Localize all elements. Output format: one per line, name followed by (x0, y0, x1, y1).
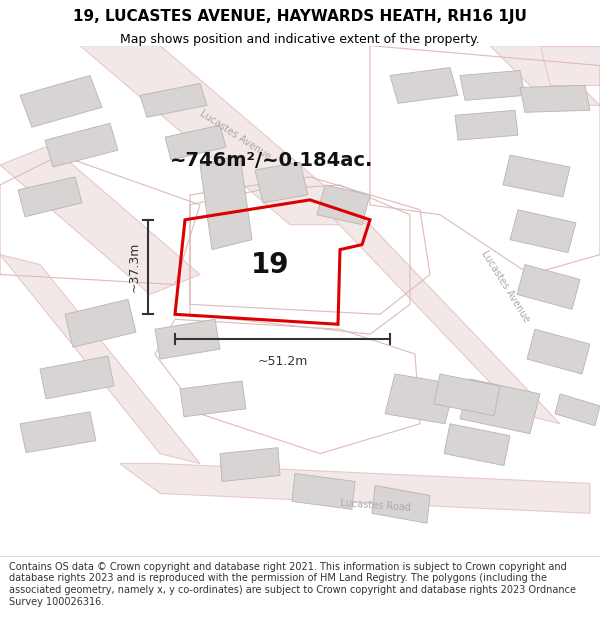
Text: Lucastes Avenue: Lucastes Avenue (197, 109, 272, 162)
Polygon shape (0, 254, 200, 464)
Text: 19: 19 (251, 251, 289, 279)
Polygon shape (220, 448, 280, 481)
Polygon shape (444, 424, 510, 466)
Polygon shape (455, 110, 518, 140)
Polygon shape (20, 76, 102, 128)
Polygon shape (140, 84, 207, 118)
Text: Lucastes Road: Lucastes Road (340, 498, 410, 513)
Polygon shape (555, 394, 600, 426)
Text: ~746m²/~0.184ac.: ~746m²/~0.184ac. (170, 151, 373, 169)
Polygon shape (520, 86, 590, 112)
Polygon shape (180, 381, 246, 417)
Polygon shape (80, 46, 370, 225)
Text: Map shows position and indicative extent of the property.: Map shows position and indicative extent… (120, 33, 480, 46)
Text: ~37.3m: ~37.3m (128, 242, 140, 292)
Polygon shape (460, 71, 525, 101)
Polygon shape (120, 464, 590, 513)
Polygon shape (540, 46, 600, 86)
Polygon shape (510, 210, 576, 252)
Polygon shape (503, 155, 570, 197)
Text: 19, LUCASTES AVENUE, HAYWARDS HEATH, RH16 1JU: 19, LUCASTES AVENUE, HAYWARDS HEATH, RH1… (73, 9, 527, 24)
Polygon shape (165, 125, 226, 160)
Polygon shape (330, 215, 560, 424)
Polygon shape (45, 123, 118, 167)
Polygon shape (434, 374, 500, 416)
Polygon shape (517, 264, 580, 309)
Text: ~51.2m: ~51.2m (257, 355, 308, 368)
Polygon shape (372, 486, 430, 523)
Polygon shape (527, 329, 590, 374)
Polygon shape (317, 185, 370, 225)
Polygon shape (155, 319, 220, 359)
Polygon shape (255, 162, 308, 203)
Polygon shape (65, 299, 136, 347)
Polygon shape (20, 412, 96, 452)
Polygon shape (385, 374, 455, 424)
Text: Lucastes Avenue: Lucastes Avenue (479, 249, 531, 324)
Polygon shape (40, 356, 114, 399)
Polygon shape (490, 46, 600, 106)
Polygon shape (292, 474, 355, 509)
Text: Contains OS data © Crown copyright and database right 2021. This information is : Contains OS data © Crown copyright and d… (9, 562, 576, 606)
Polygon shape (460, 379, 540, 434)
Polygon shape (390, 68, 458, 103)
Polygon shape (18, 177, 82, 217)
Polygon shape (0, 145, 200, 294)
Polygon shape (200, 155, 252, 249)
